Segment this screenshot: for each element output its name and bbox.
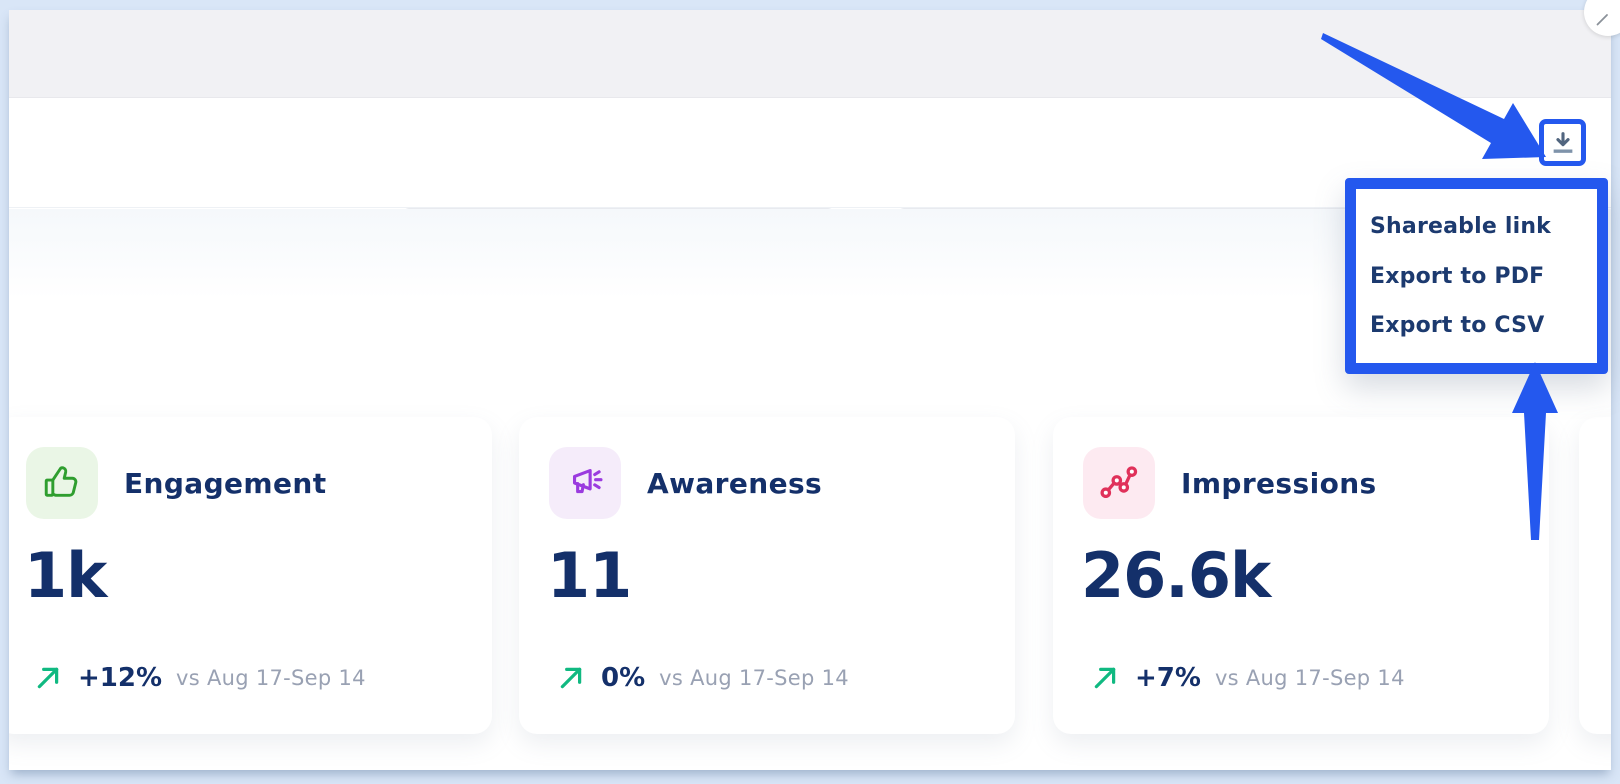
app-window: Default report template Sep 15, 2024 - O… — [9, 10, 1611, 770]
trend-up-icon — [560, 667, 582, 689]
thumbs-up-icon — [44, 466, 78, 497]
card-change-row: +7% vs Aug 17-Sep 14 — [1091, 663, 1405, 693]
awareness-icon-tile — [549, 447, 621, 519]
card-title: Awareness — [647, 466, 823, 500]
cards-section: Engagement 1k +12% vs Aug 17-Sep 14 — [9, 209, 1611, 770]
export-button[interactable] — [1539, 119, 1586, 166]
card-value: 26.6k — [1081, 539, 1271, 612]
card-change-value: +7% — [1135, 663, 1201, 693]
trend-up-icon — [37, 667, 59, 689]
megaphone-icon — [572, 468, 603, 494]
pencil-icon — [1596, 14, 1608, 26]
card-change-row: +12% vs Aug 17-Sep 14 — [34, 663, 366, 693]
card-change-value: 0% — [601, 663, 646, 693]
metric-card-engagement: Engagement 1k +12% vs Aug 17-Sep 14 — [9, 417, 492, 734]
card-change-value: +12% — [78, 663, 163, 693]
metric-card-impressions: Impressions 26.6k +7% vs Aug 17-Sep 14 — [1053, 417, 1549, 734]
card-value: 1k — [24, 539, 107, 612]
top-header-band — [9, 10, 1611, 98]
card-title: Impressions — [1181, 466, 1377, 500]
card-change-row: 0% vs Aug 17-Sep 14 — [557, 663, 849, 693]
card-value: 11 — [547, 539, 632, 612]
metric-card-partial — [1579, 417, 1611, 734]
menu-item-export-pdf[interactable]: Export to PDF — [1370, 263, 1545, 289]
card-comparison-label: vs Aug 17-Sep 14 — [1214, 666, 1405, 690]
engagement-icon-tile — [26, 447, 98, 519]
card-title: Engagement — [124, 466, 327, 500]
export-menu: Shareable link Export to PDF Export to C… — [1345, 178, 1608, 374]
metric-card-awareness: Awareness 11 0% vs Aug 17-Sep 14 — [519, 417, 1015, 734]
menu-item-shareable-link[interactable]: Shareable link — [1370, 213, 1552, 239]
card-comparison-label: vs Aug 17-Sep 14 — [176, 666, 366, 690]
card-comparison-label: vs Aug 17-Sep 14 — [659, 666, 849, 690]
scatter-graph-icon — [1100, 466, 1138, 499]
download-icon — [1553, 131, 1572, 153]
menu-item-export-csv[interactable]: Export to CSV — [1370, 313, 1545, 339]
impressions-icon-tile — [1083, 447, 1155, 519]
trend-up-icon — [1094, 667, 1116, 689]
